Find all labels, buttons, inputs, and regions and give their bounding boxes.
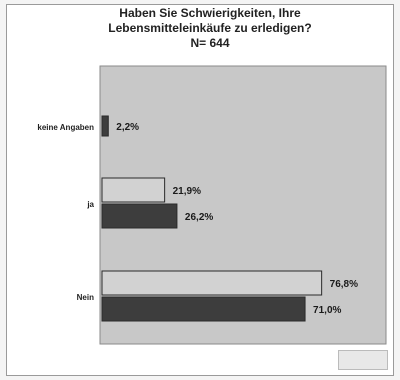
category-label: keine Angaben	[37, 123, 94, 132]
logo	[338, 350, 388, 370]
chart-title-line-1: Haben Sie Schwierigkeiten, Ihre	[119, 6, 301, 20]
bar-series-2-1	[101, 203, 178, 229]
chart-title: Haben Sie Schwierigkeiten, Ihre Lebensmi…	[60, 6, 360, 51]
data-label: 71,0%	[313, 305, 341, 316]
bar-series-2-0	[101, 115, 109, 137]
bar-series-2-2	[101, 296, 306, 322]
bar-series-1-2	[101, 270, 323, 296]
data-label: 26,2%	[185, 212, 213, 223]
chart-title-line-2: Lebensmitteleinkäufe zu erledigen?	[108, 21, 312, 35]
data-label: 21,9%	[173, 186, 201, 197]
data-label: 2,2%	[116, 122, 139, 133]
data-label: 76,8%	[330, 279, 358, 290]
category-label: ja	[86, 200, 94, 209]
bar-series-1-1	[101, 177, 166, 203]
chart-title-line-3: N= 644	[190, 36, 230, 50]
category-label: Nein	[77, 293, 94, 302]
